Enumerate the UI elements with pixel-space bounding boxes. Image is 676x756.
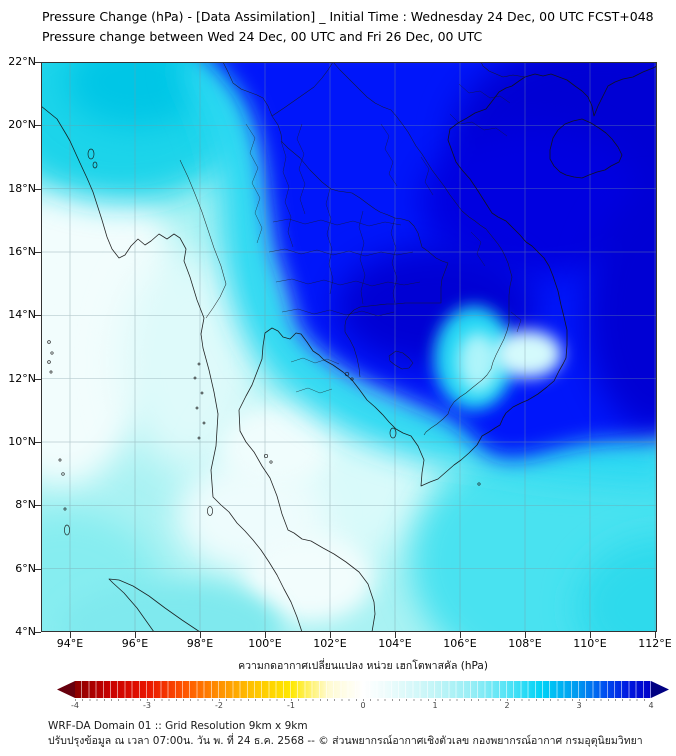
gridlines [41,62,657,632]
lat-tick [35,631,41,633]
map-title: Pressure Change (hPa) - [Data Assimilati… [42,9,654,24]
pressure-change-map [41,62,657,632]
islands [47,148,481,536]
lon-label: 94°E [56,637,84,650]
colorbar-right-arrow [651,681,669,698]
colorbar-tick-label: 1 [432,701,438,710]
lon-tick [200,632,201,638]
map-frame [41,62,657,632]
map-canvas [41,62,657,632]
lon-tick [70,632,71,638]
lon-tick [655,632,656,638]
colorbar-tick-label: -2 [215,701,223,710]
lat-label: 16°N [8,244,36,258]
colorbar-tick-label: 0 [360,701,366,710]
lat-label: 8°N [15,498,36,512]
lon-label: 112°E [638,637,672,650]
lat-label: 20°N [8,118,36,132]
lon-label: 104°E [378,637,412,650]
map-subtitle: Pressure change between Wed 24 Dec, 00 U… [42,29,483,44]
lon-label: 102°E [313,637,347,650]
colorbar-segment-lines [75,681,651,698]
colorbar-tick-label: 2 [504,701,510,710]
lon-label: 106°E [443,637,477,650]
lon-label: 96°E [121,637,149,650]
colorbar-tick-label: 4 [648,701,654,710]
colorbar-left-arrow [57,681,75,698]
lat-label: 14°N [8,308,36,322]
color-field [41,62,657,632]
lon-tick [135,632,136,638]
colorbar-tick-label: -4 [71,701,79,710]
lon-tick [395,632,396,638]
lon-tick [525,632,526,638]
lat-label: 10°N [8,434,36,448]
colorbar-label: ความกดอากาศเปลี่ยนแปลง หน่วย เฮกโตพาสคัล… [238,660,488,672]
lon-tick [265,632,266,638]
lon-label: 98°E [186,637,214,650]
lat-label: 22°N [8,55,36,68]
colorbar-minor-ticks [75,699,651,701]
lat-label: 12°N [8,371,36,385]
province-borders [245,83,522,394]
colorbar-tick-label: 3 [576,701,582,710]
colorbar-tick-label: -3 [143,701,151,710]
footer-domain-info: WRF-DA Domain 01 :: Grid Resolution 9km … [48,720,308,732]
colorbar-tick-label: -1 [287,701,295,710]
lon-label: 110°E [573,637,607,650]
colorbar [57,681,669,698]
footer-credit-thai: ปรับปรุงข้อมูล ณ เวลา 07:00น. วัน พ. ที่… [48,735,643,747]
lon-tick [590,632,591,638]
lon-label: 100°E [248,637,282,650]
lat-label: 18°N [8,181,36,195]
lon-tick [330,632,331,638]
lon-label: 108°E [508,637,542,650]
lat-label: 6°N [15,561,36,575]
lon-tick [460,632,461,638]
coastlines [41,65,657,632]
lat-label: 4°N [15,624,36,638]
country-borders [179,62,526,436]
